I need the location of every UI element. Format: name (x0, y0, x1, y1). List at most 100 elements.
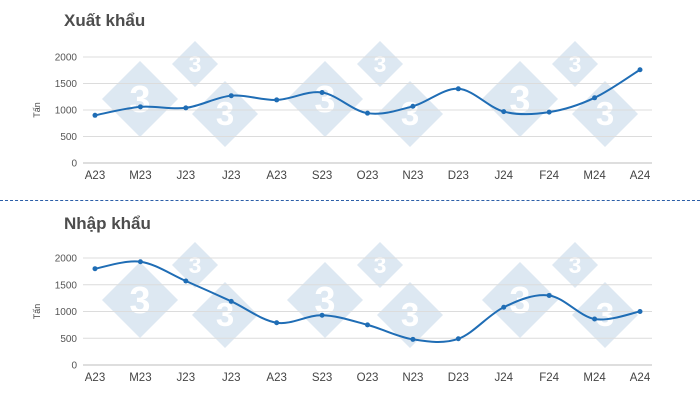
export-chart-title: Xuất khẩu (64, 11, 146, 30)
y-tick-label: 1000 (55, 106, 78, 117)
y-tick-label: 500 (60, 132, 77, 143)
watermark-logo: 3 (552, 41, 598, 87)
data-point (228, 93, 234, 99)
svg-text:3: 3 (596, 95, 614, 132)
import-chart-title: Nhập khẩu (64, 214, 151, 233)
svg-text:3: 3 (314, 79, 335, 121)
y-axis-label: Tấn (32, 304, 42, 320)
watermark-logo: 3 (172, 41, 218, 87)
watermark-logo: 3 (287, 61, 363, 137)
watermark-logo: 3 (377, 81, 443, 147)
watermark-logo: 3 (482, 61, 558, 137)
data-point (637, 67, 643, 73)
x-tick-label: F24 (539, 372, 559, 384)
x-tick-label: S23 (312, 372, 332, 384)
x-tick-label: N23 (402, 372, 423, 384)
svg-text:3: 3 (374, 51, 387, 77)
x-tick-label: J23 (177, 372, 196, 384)
data-point (455, 336, 461, 342)
data-point (455, 86, 461, 92)
y-tick-label: 0 (71, 159, 77, 170)
x-tick-label: F24 (539, 170, 559, 182)
watermark-logo: 3 (172, 242, 218, 288)
svg-text:3: 3 (129, 79, 150, 121)
data-point (592, 316, 598, 322)
data-point (501, 109, 507, 115)
svg-text:3: 3 (189, 51, 202, 77)
data-point (183, 105, 189, 111)
data-point (92, 112, 98, 118)
export-chart-panel: Xuất khẩu 3 3 3 3 3 3 3 3 3 0 500 1000 1500 2000 Tấn A2… (0, 0, 700, 198)
section-divider (0, 200, 700, 201)
series-line (94, 68, 641, 117)
x-tick-label: M24 (583, 372, 606, 384)
y-tick-label: 2000 (55, 254, 78, 265)
x-tick-label: A24 (630, 372, 651, 384)
data-point (637, 309, 643, 314)
watermark-logo: 3 (192, 282, 258, 348)
y-tick-label: 500 (60, 334, 77, 345)
y-axis-label: Tấn (32, 102, 42, 118)
x-tick-label: D23 (448, 170, 469, 182)
data-point (274, 320, 280, 326)
watermark-logo: 3 (192, 81, 258, 147)
svg-text:3: 3 (189, 252, 202, 278)
data-point (228, 298, 234, 304)
watermark-logo: 3 (377, 282, 443, 348)
x-tick-label: A23 (266, 170, 286, 182)
svg-text:3: 3 (129, 280, 150, 322)
y-tick-label: 1500 (55, 79, 78, 90)
data-point (546, 292, 552, 298)
data-point (183, 278, 189, 284)
x-tick-label: M24 (583, 170, 606, 182)
svg-text:3: 3 (401, 296, 419, 333)
x-tick-label: J24 (494, 372, 513, 384)
x-tick-label: J23 (222, 372, 241, 384)
x-tick-label: O23 (357, 170, 379, 182)
svg-text:3: 3 (569, 252, 582, 278)
data-point (546, 109, 552, 115)
watermark-logo: 3 (102, 262, 178, 338)
x-tick-label: D23 (448, 372, 469, 384)
x-tick-label: A23 (266, 372, 286, 384)
y-tick-label: 0 (71, 361, 77, 372)
svg-text:3: 3 (401, 95, 419, 132)
svg-text:3: 3 (216, 95, 234, 132)
y-tick-label: 2000 (55, 53, 78, 64)
x-tick-label: A23 (85, 170, 105, 182)
watermark-logo: 3 (102, 61, 178, 137)
data-point (410, 103, 416, 109)
y-tick-label: 1500 (55, 280, 78, 291)
svg-text:3: 3 (569, 51, 582, 77)
data-point (137, 259, 143, 265)
data-point (92, 266, 98, 272)
data-point (410, 336, 416, 342)
watermark-logo: 3 (572, 282, 638, 348)
svg-text:3: 3 (374, 252, 387, 278)
x-tick-label: S23 (312, 170, 332, 182)
x-tick-label: M23 (129, 170, 151, 182)
data-point (319, 90, 325, 96)
x-tick-label: M23 (129, 372, 151, 384)
data-point (274, 97, 280, 103)
watermark-logo: 3 (357, 242, 403, 288)
x-tick-label: O23 (357, 372, 379, 384)
svg-text:3: 3 (216, 296, 234, 333)
x-tick-label: J23 (177, 170, 196, 182)
watermark-logo: 3 (357, 41, 403, 87)
watermark-logo: 3 (572, 81, 638, 147)
x-tick-label: A23 (85, 372, 105, 384)
x-tick-label: A24 (630, 170, 651, 182)
data-point (592, 95, 598, 101)
data-point (365, 110, 370, 116)
y-tick-label: 1000 (55, 307, 78, 318)
svg-text:3: 3 (596, 296, 614, 333)
data-point (319, 312, 325, 318)
watermark-logo: 3 (287, 262, 363, 338)
data-point (137, 104, 143, 110)
import-chart-panel: Nhập khẩu 3 3 3 3 3 3 3 3 3 0 500 1000 1500 2000 Tấn A2… (0, 202, 700, 400)
data-point (501, 304, 507, 310)
watermark-logo: 3 (552, 242, 598, 288)
